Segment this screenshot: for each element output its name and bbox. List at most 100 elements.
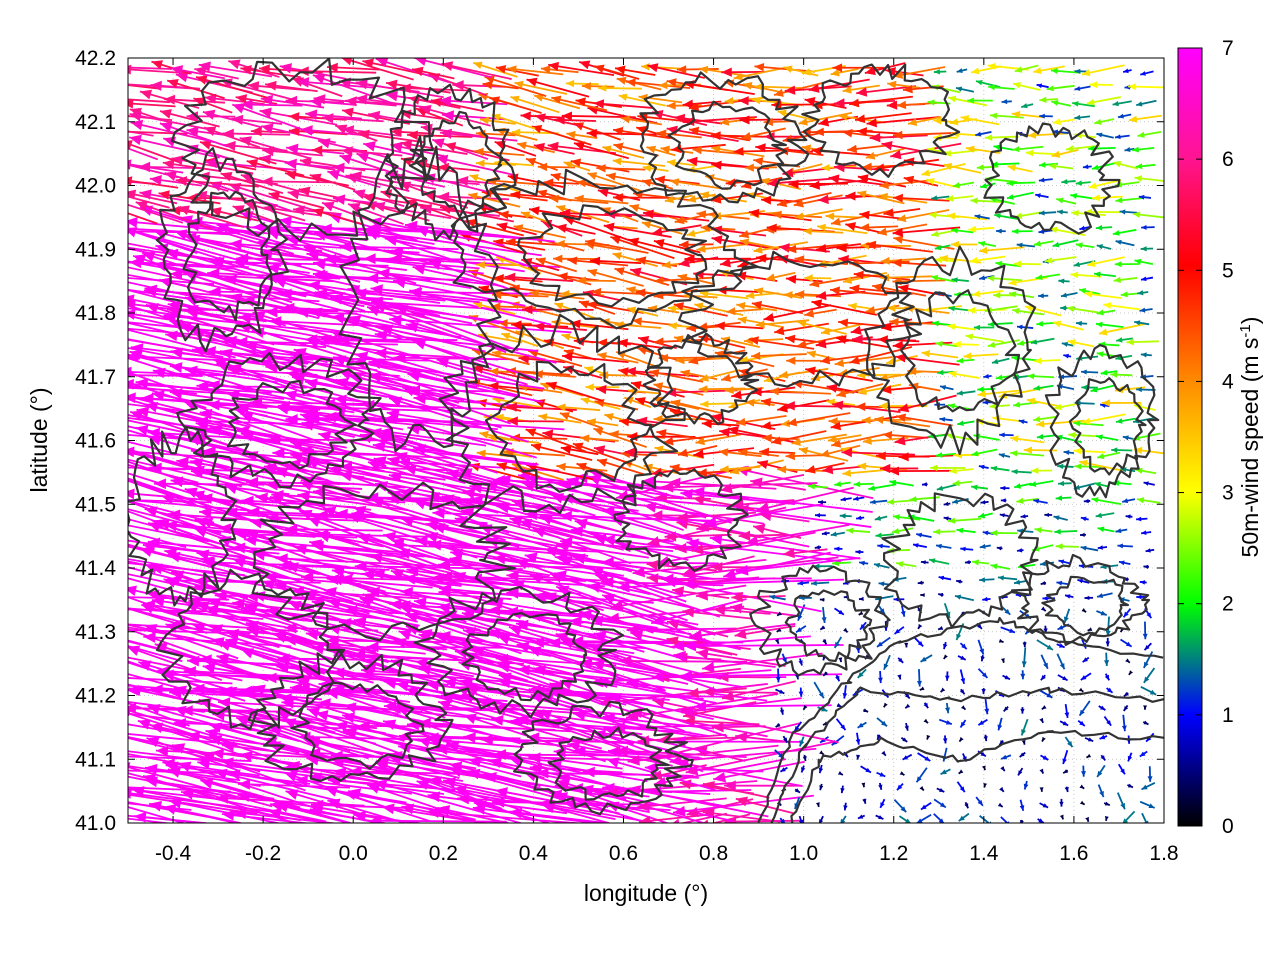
wind-vector [1136,516,1148,522]
wind-vector [128,629,251,635]
wind-vector [1118,560,1131,566]
wind-vector [939,416,953,422]
wind-vector [883,654,891,671]
wind-vector [855,732,861,745]
wind-vector [1098,705,1106,711]
wind-vector [935,341,958,348]
wind-vector [128,673,181,690]
wind-vector [1081,765,1086,777]
wind-vector [990,563,1011,570]
wind-vector [654,445,704,459]
wind-vector [1030,337,1055,345]
wind-vector [891,527,914,535]
wind-vector [128,353,206,374]
wind-vector [701,652,823,673]
wind-vector [759,447,796,457]
wind-vector [971,448,998,457]
wind-vector [1059,798,1064,807]
wind-vector [1022,641,1027,648]
wind-vector [496,462,540,478]
wind-vector [556,403,601,412]
wind-vector [1078,700,1091,717]
wind-vector [692,494,755,511]
wind-vector [128,560,182,574]
wind-vector [857,721,867,729]
wind-vector [955,579,963,584]
wind-vector [1094,481,1109,488]
wind-vector [729,459,784,475]
wind-vector [601,576,724,588]
wind-vector [896,783,904,791]
wind-vector [1040,606,1047,612]
wind-vector [560,536,674,552]
wind-vector [921,482,928,487]
wind-vector [383,531,534,566]
wind-vector [1081,608,1087,613]
wind-vector [1010,450,1045,457]
wind-vector [1040,754,1049,761]
wind-vector [814,513,826,518]
wind-vector [821,607,827,624]
wind-vector [580,434,619,443]
wind-vector [1139,800,1156,809]
wind-vector [128,702,190,727]
wind-vector [128,499,210,504]
wind-vector [916,669,922,687]
wind-vector [999,513,1009,518]
wind-vector [1055,543,1079,550]
wind-vector [1037,818,1045,823]
wind-vector [128,510,193,536]
wind-vector [553,570,651,596]
wind-vector [1000,658,1005,663]
wind-vector [685,740,836,776]
wind-vector [1111,447,1133,453]
wind-vector [834,546,843,552]
wind-vector [696,648,786,667]
wind-vector [956,357,975,364]
colorbar-tick-label: 4 [1222,370,1234,393]
wind-vector [1100,369,1118,376]
wind-vector [208,286,346,298]
wind-vector [875,814,884,820]
wind-vector [1127,783,1134,789]
wind-vector [1067,339,1095,348]
wind-vector [1080,516,1089,522]
wind-vector [1056,653,1066,670]
wind-vector [702,686,778,698]
wind-vector [724,780,802,791]
wind-vector [944,702,950,714]
wind-vector [1014,482,1033,489]
wind-vector [948,370,980,379]
wind-vector [1059,720,1069,727]
wind-vector [636,416,688,428]
wind-vector [920,593,925,598]
wind-vector [999,786,1005,793]
wind-vector [1126,338,1159,346]
wind-vector [920,560,929,565]
wind-vector [878,402,928,410]
wind-vector [1020,707,1025,714]
wind-vector [937,625,944,631]
wind-vector [711,721,766,733]
wind-vector [904,642,909,648]
wind-vector [128,772,219,798]
wind-vector [958,812,970,822]
wind-vector [128,425,243,455]
wind-vector [1064,594,1074,599]
wind-vector [1096,610,1108,616]
wind-vector [1040,674,1046,681]
wind-vector [876,717,888,727]
wind-vector [1116,792,1126,810]
wind-vector [1095,321,1124,328]
wind-vector [1096,592,1113,599]
wind-vector [1104,816,1109,821]
wind-vector [895,413,953,427]
wind-vector [980,500,989,505]
wind-vector [940,768,951,776]
colorbar: 0 1 2 3 4 5 6 7 50m-wind speed (m s-1) [1177,37,1263,838]
wind-vector [933,798,947,809]
wind-vector [1012,307,1045,316]
wind-vector [1115,528,1128,534]
wind-vector [904,703,911,709]
wind-vector [1077,578,1090,584]
